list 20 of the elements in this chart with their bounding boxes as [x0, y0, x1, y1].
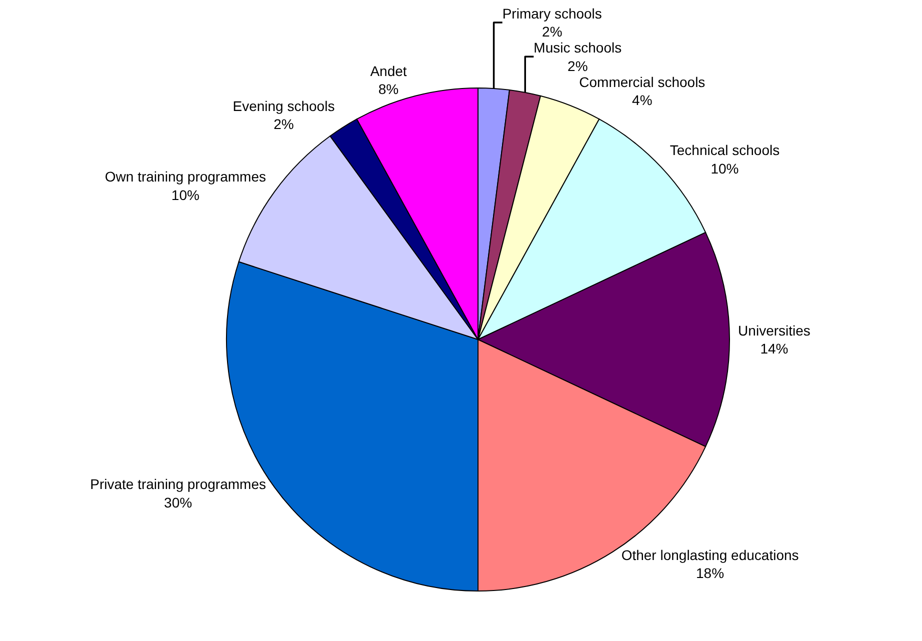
data-label: 4% [632, 92, 652, 108]
slice-label: Andet [370, 62, 407, 79]
slice-label: Evening schools [232, 98, 335, 114]
data-label: 10% [710, 160, 739, 176]
data-label: 30% [164, 494, 192, 510]
data-label: 2% [274, 116, 294, 132]
slice-label: Commercial schools [579, 74, 706, 90]
slice-label: Private training programmes [90, 476, 266, 492]
slice-label: Universities [738, 322, 810, 338]
data-label: 10% [171, 186, 200, 203]
slice-label: Own training programmes [104, 168, 266, 185]
data-label: 8% [378, 80, 399, 97]
slice-label: Technical schools [670, 142, 780, 158]
data-label: 2% [568, 58, 588, 74]
slice-label: Other longlasting educations [621, 546, 799, 563]
data-label: 2% [542, 24, 562, 40]
slice-label: Music schools [534, 40, 622, 56]
data-label: 18% [696, 565, 724, 582]
data-label: 14% [760, 340, 788, 357]
slice-label: Primary schools [502, 5, 602, 22]
